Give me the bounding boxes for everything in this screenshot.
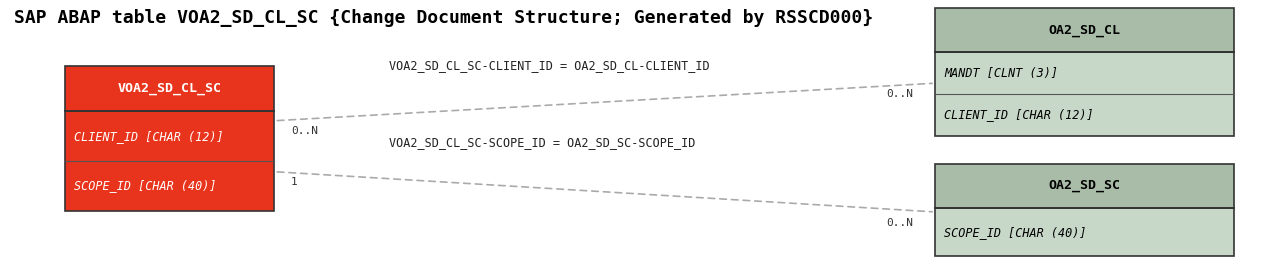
Text: SCOPE_ID [CHAR (40)]: SCOPE_ID [CHAR (40)] — [74, 179, 216, 192]
Text: 0..N: 0..N — [886, 218, 914, 228]
Text: OA2_SD_CL: OA2_SD_CL — [1048, 24, 1120, 37]
Text: 0..N: 0..N — [292, 127, 318, 137]
Text: CLIENT_ID [CHAR (12)]: CLIENT_ID [CHAR (12)] — [943, 108, 1094, 121]
FancyBboxPatch shape — [65, 66, 275, 111]
FancyBboxPatch shape — [934, 52, 1234, 136]
FancyBboxPatch shape — [934, 8, 1234, 52]
Text: SAP ABAP table VOA2_SD_CL_SC {Change Document Structure; Generated by RSSCD000}: SAP ABAP table VOA2_SD_CL_SC {Change Doc… — [14, 9, 873, 27]
Text: SCOPE_ID [CHAR (40)]: SCOPE_ID [CHAR (40)] — [943, 225, 1086, 238]
Text: 1: 1 — [292, 178, 298, 188]
Text: VOA2_SD_CL_SC-SCOPE_ID = OA2_SD_SC-SCOPE_ID: VOA2_SD_CL_SC-SCOPE_ID = OA2_SD_SC-SCOPE… — [388, 136, 695, 149]
Text: CLIENT_ID [CHAR (12)]: CLIENT_ID [CHAR (12)] — [74, 130, 224, 143]
FancyBboxPatch shape — [934, 208, 1234, 256]
Text: OA2_SD_SC: OA2_SD_SC — [1048, 179, 1120, 192]
Text: VOA2_SD_CL_SC-CLIENT_ID = OA2_SD_CL-CLIENT_ID: VOA2_SD_CL_SC-CLIENT_ID = OA2_SD_CL-CLIE… — [388, 59, 709, 72]
FancyBboxPatch shape — [65, 111, 275, 211]
Text: 0..N: 0..N — [886, 89, 914, 99]
Text: VOA2_SD_CL_SC: VOA2_SD_CL_SC — [117, 82, 222, 95]
FancyBboxPatch shape — [934, 164, 1234, 208]
Text: MANDT [CLNT (3)]: MANDT [CLNT (3)] — [943, 67, 1058, 80]
